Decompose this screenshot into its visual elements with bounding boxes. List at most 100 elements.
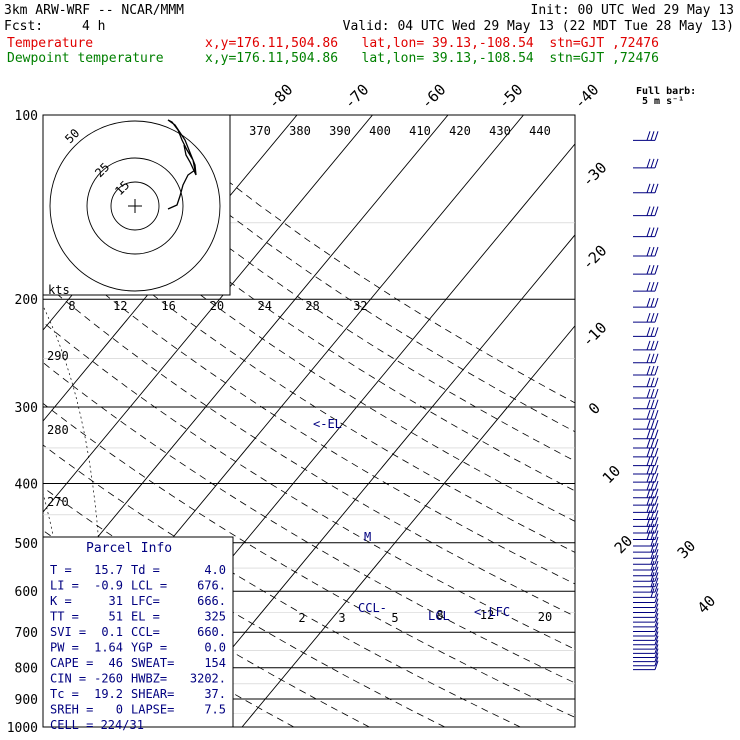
wind-barb-flag [646,246,651,257]
wind-barb-flag [654,183,659,193]
wind-barb-flag [654,572,659,582]
wind-barb-flag [646,510,651,520]
wind-barb-flag [646,447,651,458]
wind-barb-flag [654,340,659,351]
model-title: 3km ARW-WRF -- NCAR/MMM [4,3,185,18]
parcel-key: K = [50,594,72,608]
wind-barb-flag [650,582,655,593]
dry-adiabat-line [68,115,575,462]
parcel-key: Td = [131,563,160,577]
theta-left-label: 290 [47,349,69,363]
wind-barb-flag [654,530,659,540]
parcel-value: 660. [197,625,226,639]
wind-barb-flag [646,353,651,363]
isotherm-label: -40 [571,81,603,113]
pressure-tick-label: 800 [15,662,38,677]
dry-adiabat-line [43,402,575,718]
parcel-value: 37. [204,687,226,701]
wind-barb-flag [646,131,651,141]
wind-barb-flag [654,456,659,466]
wind-barb-flag [654,517,659,527]
moist-adiabat-line [0,299,16,727]
theta-label: 410 [409,124,431,138]
moist-adiabat-label: 8 [68,299,75,313]
pressure-tick-label: 400 [15,477,38,492]
wind-barb-flag [646,464,651,475]
wind-barb-flag [654,593,659,603]
dry-adiabat-line [43,281,575,617]
wind-barb-flag [654,365,659,376]
dewpoint-legend: Dewpoint temperature [7,51,164,66]
parcel-key: HWBZ= [131,672,167,686]
dry-adiabat-line [43,242,575,585]
wind-barb-flag [646,281,651,292]
isotherm-label: -50 [495,81,527,113]
wind-barb-flag [654,510,659,520]
wind-barb-flag [650,447,655,458]
parcel-key: T = [50,563,72,577]
isotherm-label: 20 [611,532,637,558]
wind-barb-flag [650,588,655,598]
mixing-ratio-line [0,591,1,727]
parcel-value: 154 [204,656,226,670]
isotherm-label: -20 [579,242,611,274]
hodograph-ring [49,120,221,292]
wind-barb-flag [654,429,659,439]
wind-barb-flag [654,419,659,430]
moist-adiabat-label: 32 [353,299,367,313]
wind-barb-flag [646,312,651,323]
wind-barb-flag [654,131,659,141]
wind-barb-flag [654,438,659,449]
wind-barb-flag [646,327,651,337]
wind-barb-flag [654,648,659,658]
wind-barb-flag [650,206,655,216]
parcel-value: 666. [197,594,226,608]
isotherm-line [43,115,373,513]
parcel-key: EL = [131,610,160,624]
wind-barb-flag [654,631,659,641]
wind-barb-flag [650,327,655,337]
wind-barb-flag [650,456,655,466]
moist-adiabat-label: 24 [257,299,271,313]
barb-unit: 5 m s⁻¹ [642,96,684,107]
parcel-key: PW = [50,641,79,655]
theta-label: 420 [449,124,471,138]
wind-barb-flag [650,510,655,520]
annotation-label: <-LFC [474,605,510,619]
wind-barb-flag [654,543,659,553]
wind-barb-flag [654,588,659,598]
hodograph-trace [167,119,197,210]
wind-barb-flag [654,227,659,237]
pressure-tick-label: 300 [15,401,38,416]
theta-left-label: 270 [47,495,69,509]
pressure-tick-label: 600 [15,585,38,600]
parcel-key: YGP = [131,641,167,655]
wind-barb-flag [654,566,659,576]
wind-barb-flag [654,503,659,513]
valid-time: Valid: 04 UTC Wed 29 May 13 (22 MDT Tue … [342,19,734,34]
moist-adiabat-label: 20 [210,299,224,313]
wind-barb-flag [646,265,651,275]
parcel-key: CCL= [131,625,160,639]
wind-barb-flag [646,530,651,540]
parcel-cell: CELL = 224/31 [50,718,144,732]
mixing-ratio-label: 5 [391,611,398,625]
wind-barb-flag [650,377,655,387]
parcel-key: SVI = [50,625,86,639]
wind-barb-flag [654,409,659,420]
theta-label: 370 [249,124,271,138]
pressure-tick-label: 1000 [7,721,38,736]
wind-barb-flag [650,281,655,292]
wind-barb-flag [654,388,659,399]
wind-barb-flag [654,598,659,608]
wind-barb-flag [650,572,655,582]
isotherm-label: -30 [579,159,611,191]
isotherm-label: 40 [694,592,720,618]
wind-barb-flag [650,158,655,169]
dry-adiabat-line [43,165,575,522]
wind-barb-flag [654,626,659,637]
wind-barb-flag [654,447,659,458]
pressure-tick-label: 100 [15,109,38,124]
parcel-value: 15.7 [94,563,123,577]
